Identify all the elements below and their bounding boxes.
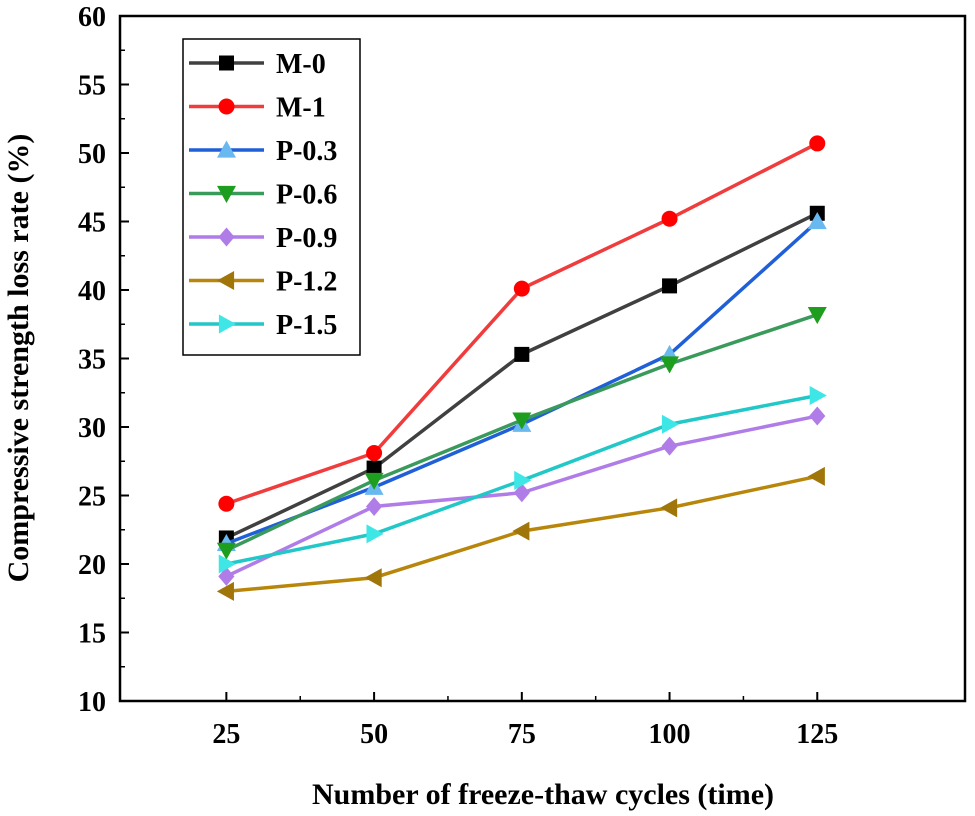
data-point-m-1 [366, 445, 383, 462]
x-axis-title: Number of freeze-thaw cycles (time) [312, 778, 774, 811]
data-point-p-0-9 [661, 436, 678, 456]
legend-label: P-1.5 [276, 310, 337, 341]
data-point-p-0-3 [807, 212, 827, 230]
legend-item-p-0-9: P-0.9 [189, 223, 337, 254]
data-point-p-1-2 [660, 498, 678, 518]
data-point-m-1 [809, 135, 826, 152]
data-point-p-1-5 [514, 470, 532, 490]
series-p-1-2 [216, 466, 825, 601]
y-tick-label: 45 [78, 208, 106, 239]
x-tick-label: 50 [360, 719, 388, 750]
series-group [216, 135, 827, 601]
legend-marker [218, 227, 235, 247]
x-tick-label: 125 [796, 719, 838, 750]
y-tick-label: 25 [78, 482, 106, 513]
data-point-m-1 [218, 495, 235, 512]
data-point-p-0-6 [364, 472, 384, 490]
data-point-m-0 [366, 460, 382, 476]
axes: 10 15 20 25 30 35 40 45 50 55 60 25 50 75 100 125 [78, 2, 838, 750]
legend-item-m-1: M-1 [189, 93, 326, 124]
data-point-p-0-6 [512, 412, 532, 430]
series-p-0-9 [218, 406, 826, 586]
x-tick-label: 75 [508, 719, 536, 750]
legend-marker [219, 55, 234, 71]
legend-label: M-0 [276, 49, 326, 80]
legend-marker [217, 271, 235, 290]
series-m-1 [218, 135, 826, 512]
data-point-m-1 [661, 210, 678, 227]
data-point-p-1-2 [807, 466, 825, 486]
series-p-0-6 [216, 307, 827, 560]
y-tick-label: 20 [78, 550, 106, 581]
data-point-p-1-5 [661, 414, 680, 434]
y-tick-label: 60 [78, 2, 106, 33]
legend-label: P-0.6 [276, 180, 337, 211]
y-tick-label: 30 [78, 413, 106, 444]
y-tick-label: 50 [78, 139, 106, 170]
x-tick-label: 25 [212, 719, 240, 750]
legend-label: P-0.3 [276, 136, 337, 167]
data-point-p-1-2 [364, 568, 382, 588]
legend-item-m-0: M-0 [189, 49, 326, 80]
legend-label: P-0.9 [276, 223, 337, 254]
data-point-p-1-2 [512, 521, 530, 541]
y-tick-label: 35 [78, 345, 106, 376]
data-point-p-0-6 [216, 542, 236, 560]
data-point-p-1-5 [809, 385, 827, 405]
data-point-p-0-9 [218, 566, 235, 586]
legend-item-p-1-2: P-1.2 [189, 267, 337, 298]
y-tick-label: 40 [78, 276, 106, 307]
legend-box [182, 38, 361, 356]
legend-item-p-0-3: P-0.3 [189, 136, 337, 167]
legend-label: P-1.2 [276, 267, 337, 298]
legend: M-0 M-1 P-0.3 P-0.6 P-0.9 P-1.2 P-1.5 [182, 38, 361, 356]
legend-marker [218, 314, 236, 334]
series-p-1-5 [218, 385, 827, 574]
data-point-p-0-9 [809, 406, 826, 426]
data-point-p-1-5 [218, 554, 236, 574]
y-tick-label: 15 [78, 619, 106, 650]
y-axis-title: Compressive strength loss rate (%) [2, 134, 35, 583]
legend-label: M-1 [276, 93, 326, 124]
data-point-p-0-9 [366, 496, 383, 516]
series-m-0 [218, 205, 825, 546]
legend-marker [217, 185, 236, 203]
x-tick-label: 100 [649, 719, 691, 750]
data-point-m-0 [662, 278, 678, 294]
legend-item-p-1-5: P-1.5 [189, 310, 337, 341]
data-point-p-0-9 [513, 483, 530, 503]
data-point-m-1 [513, 280, 530, 297]
y-tick-label: 55 [78, 71, 106, 102]
legend-marker [217, 140, 236, 158]
data-point-p-1-5 [366, 524, 384, 544]
data-point-m-0 [514, 346, 530, 362]
legend-marker [218, 98, 235, 115]
data-point-p-0-6 [660, 356, 680, 374]
legend-item-p-0-6: P-0.6 [189, 180, 337, 211]
y-tick-label: 10 [78, 687, 106, 718]
data-point-p-1-2 [216, 581, 234, 601]
data-point-p-0-6 [807, 307, 827, 325]
